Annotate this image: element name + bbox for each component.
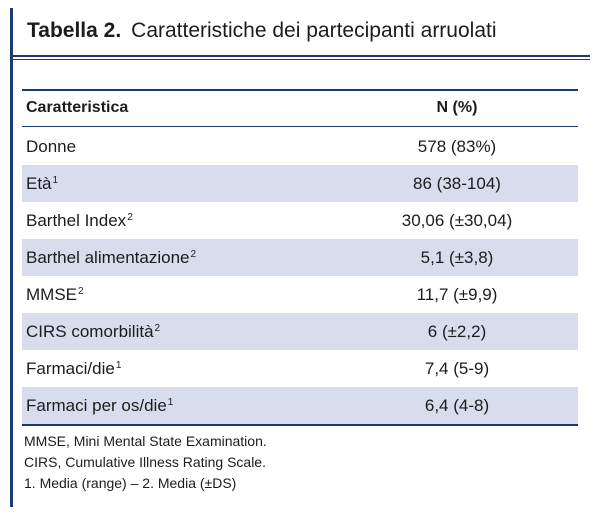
table-row: CIRS comorbilità2 6 (±2,2) (22, 313, 578, 350)
row-value: 11,7 (±9,9) (416, 284, 498, 304)
row-value: 86 (38-104) (413, 173, 501, 193)
row-label: Farmaci/die1 (26, 358, 122, 378)
table-body: Donne 578 (83%) Età1 86 (38-104) Barthel… (22, 128, 578, 424)
footnote-cirs: CIRS, Cumulative Illness Rating Scale. (24, 454, 266, 470)
row-value: 5,1 (±3,8) (420, 247, 494, 267)
table-footnotes: MMSE, Mini Mental State Examination. CIR… (24, 431, 267, 494)
table-row: Barthel alimentazione2 5,1 (±3,8) (22, 239, 578, 276)
column-header-n-percent: N (%) (436, 99, 478, 116)
row-label: Farmaci per os/die1 (26, 395, 174, 415)
title-rule (10, 55, 590, 57)
table-title: Tabella 2. Caratteristiche dei partecipan… (27, 17, 497, 45)
row-label: Barthel alimentazione2 (26, 247, 197, 267)
footnote-legend: 1. Media (range) – 2. Media (±DS) (24, 475, 237, 491)
row-value: 7,4 (5-9) (424, 358, 490, 378)
column-header-characteristic: Caratteristica (26, 99, 129, 116)
row-value: 30,06 (±30,04) (401, 210, 513, 230)
table-top-rule (22, 89, 578, 91)
row-value: 578 (83%) (417, 136, 497, 156)
title-rule-thin (10, 59, 590, 60)
header-rule (22, 126, 578, 127)
row-value: 6,4 (4-8) (424, 395, 490, 415)
row-label: Donne (26, 136, 77, 156)
table-row: MMSE2 11,7 (±9,9) (22, 276, 578, 313)
footnote-mmse: MMSE, Mini Mental State Examination. (24, 433, 267, 449)
row-label: CIRS comorbilità2 (26, 321, 161, 341)
table-number: Tabella 2. (27, 19, 122, 42)
row-label: Età1 (26, 173, 59, 193)
table-row: Donne 578 (83%) (22, 128, 578, 165)
table-row: Farmaci per os/die1 6,4 (4-8) (22, 387, 578, 424)
table-header-row: Caratteristica N (%) (22, 91, 578, 125)
table-row: Età1 86 (38-104) (22, 165, 578, 202)
table-bottom-rule (22, 424, 578, 426)
row-value: 6 (±2,2) (427, 321, 487, 341)
table-row: Farmaci/die1 7,4 (5-9) (22, 350, 578, 387)
table-caption: Caratteristiche dei partecipanti arruola… (131, 19, 497, 42)
row-label: Barthel Index2 (26, 210, 133, 230)
left-accent-rule (10, 8, 13, 507)
table-row: Barthel Index2 30,06 (±30,04) (22, 202, 578, 239)
row-label: MMSE2 (26, 284, 84, 304)
